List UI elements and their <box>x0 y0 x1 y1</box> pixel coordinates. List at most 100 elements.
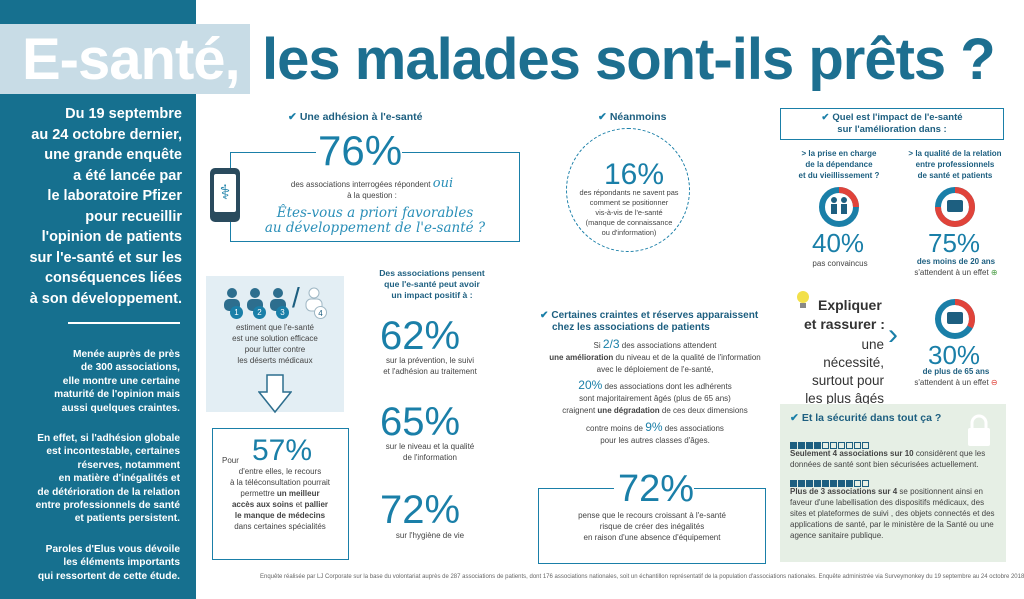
para-line: en matière d'inégalités et <box>58 473 180 485</box>
caduceus-icon: ⚕ <box>214 174 236 212</box>
para-line: elle montre une certaine <box>62 375 180 387</box>
para-line: maturité de l'opinion mais <box>54 389 180 401</box>
adhesion-text-line: à la question : <box>347 191 397 200</box>
sidebar-paragraph-2: En effet, si l'adhésion globale est inco… <box>12 432 180 526</box>
sidebar-paragraph-1: Menée auprès de près de 300 associations… <box>16 348 180 415</box>
intro-line: au 24 octobre dernier, <box>31 126 182 143</box>
craintes-text: des associations <box>664 424 724 433</box>
teleconsult-percent: 57% <box>252 434 313 467</box>
explain-text: une nécessité, surtout pour les plus âgé… <box>800 336 884 408</box>
check-icon: ✔ <box>540 310 549 321</box>
sidebar-divider <box>68 322 180 324</box>
rating-pill <box>822 480 829 487</box>
intro-line: sur l'e-santé et sur les <box>29 249 182 266</box>
positive-line: sur la prévention, le suivi <box>385 356 475 365</box>
craintes-percent: 9% <box>645 420 663 434</box>
craintes-text: contre moins de <box>586 424 643 433</box>
number-badge: 1 <box>230 306 243 319</box>
deserts-line: estiment que l'e-santé <box>235 323 314 332</box>
craintes-heading-line: Certaines craintes et réserves apparaiss… <box>551 310 759 321</box>
para-line: les éléments importants <box>63 557 180 569</box>
craintes-text: Si <box>593 341 601 350</box>
teleconsult-text: d'entre elles, le recours à la téléconsu… <box>216 466 344 532</box>
adhesion-text: des associations interrogées répondent o… <box>262 176 482 201</box>
rating-pill <box>798 442 805 449</box>
check-icon: ✔ <box>790 412 799 424</box>
craintes-text: des associations dont les adhérents <box>604 382 732 391</box>
craintes-text: sont majoritairement âgés (plus de 65 an… <box>579 394 731 403</box>
explain-line: Expliquer <box>818 297 882 313</box>
number-badge: 2 <box>253 306 266 319</box>
teleconsult-bold: un meilleur <box>276 489 320 498</box>
positive-line: sur le niveau et la qualité <box>385 442 475 451</box>
rating-pill <box>846 442 853 449</box>
security-text: données de santé sont bien sécurisées ac… <box>790 460 979 469</box>
neanmoins-percent: 16% <box>604 158 665 191</box>
inequalities-line: pense que le recours croissant à l'e-san… <box>578 511 726 520</box>
rating-pill <box>862 442 869 449</box>
para-line: et patients persistent. <box>74 513 180 525</box>
neanmoins-text: des répondants ne savent pas comment se … <box>576 188 682 238</box>
slash: / <box>292 282 300 313</box>
para-line: est incontestable, certaines <box>46 446 180 458</box>
intro-line: conséquences liées <box>44 270 182 286</box>
impact-heading-line: sur l'amélioration dans : <box>837 124 947 135</box>
title-highlight-box <box>0 24 250 94</box>
neanmoins-line: (manque de connaissance <box>585 218 673 227</box>
p75-bold: des moins de 20 ans <box>916 257 996 266</box>
deserts-line: pour lutter contre <box>244 345 306 354</box>
impact-left-label: > la prise en charge de la dépendance et… <box>784 148 894 181</box>
percent-backdrop <box>316 129 402 171</box>
intro-line: à son développement. <box>29 290 182 307</box>
craintes-text: avec le déploiement de l'e-santé, <box>596 365 714 374</box>
security-text-2: Plus de 3 associations sur 4 se position… <box>790 486 1002 541</box>
positive-percent: 72% <box>380 488 461 532</box>
positive-line: de l'information <box>403 453 457 462</box>
rating-pill <box>814 442 821 449</box>
security-line: applications de santé, par le ministère … <box>790 520 994 529</box>
adhesion-heading-text: Une adhésion à l'e-santé <box>299 111 423 123</box>
question-line: au développement de l'e-santé ? <box>264 220 486 236</box>
neanmoins-line: vis-à-vis de l'e-santé <box>595 208 663 217</box>
oui-text: oui <box>432 176 454 191</box>
explain-line: une nécessité, <box>823 337 884 370</box>
left-sidebar <box>0 0 196 599</box>
rating-bar-2 <box>790 474 870 492</box>
rating-pill <box>838 442 845 449</box>
positive-heading: Des associations pensent que l'e-santé p… <box>362 268 502 301</box>
adhesion-heading: ✔ Une adhésion à l'e-santé <box>288 111 423 123</box>
security-text-1: Seulement 4 associations sur 10 considèr… <box>790 448 1000 470</box>
rating-pill <box>790 480 797 487</box>
teleconsult-and: et <box>295 500 303 509</box>
craintes-bold: une amélioration <box>549 353 614 362</box>
footnote: Enquête réalisée par LJ Corporate sur la… <box>260 574 1024 580</box>
positive-heading-line: que l'e-santé peut avoir <box>384 279 480 289</box>
deserts-line: est une solution efficace <box>232 334 318 343</box>
impact-heading-line: Quel est l'impact de l'e-santé <box>832 112 963 123</box>
craintes-text: Si 2/3 des associations attendent une am… <box>540 338 770 447</box>
adhesion-question: Êtes-vous a priori favorables au dévelop… <box>250 206 500 236</box>
teleconsult-bold: pallier <box>304 500 329 509</box>
rating-pill <box>830 480 837 487</box>
p30-text: de plus de 65 ans s'attendent à un effet… <box>904 366 1008 388</box>
positive-heading-line: Des associations pensent <box>379 268 485 278</box>
security-heading: ✔ Et la sécurité dans tout ça ? <box>790 412 941 424</box>
person-icon-empty <box>308 287 320 299</box>
p75-text: des moins de 20 ans s'attendent à un eff… <box>904 256 1008 278</box>
rating-pill <box>830 442 837 449</box>
number-badge: 3 <box>276 306 289 319</box>
adhesion-percent: 76% <box>318 127 403 174</box>
security-text: considèrent que les <box>915 449 986 458</box>
rating-pill <box>846 480 853 487</box>
percent-backdrop <box>614 470 694 508</box>
neanmoins-line: comment se positionner <box>589 198 669 207</box>
explain-heading: Expliquer <box>818 296 882 314</box>
rating-pill <box>806 442 813 449</box>
rating-pill <box>798 480 805 487</box>
chevron-right-icon: › <box>888 318 898 351</box>
p75-subtext: s'attendent à un effet <box>914 268 989 277</box>
security-text: se positionnent ainsi en <box>899 487 984 496</box>
rating-pill <box>838 480 845 487</box>
craintes-fraction: 2/3 <box>602 337 620 351</box>
neanmoins-line: des répondants ne savent pas <box>579 188 679 197</box>
